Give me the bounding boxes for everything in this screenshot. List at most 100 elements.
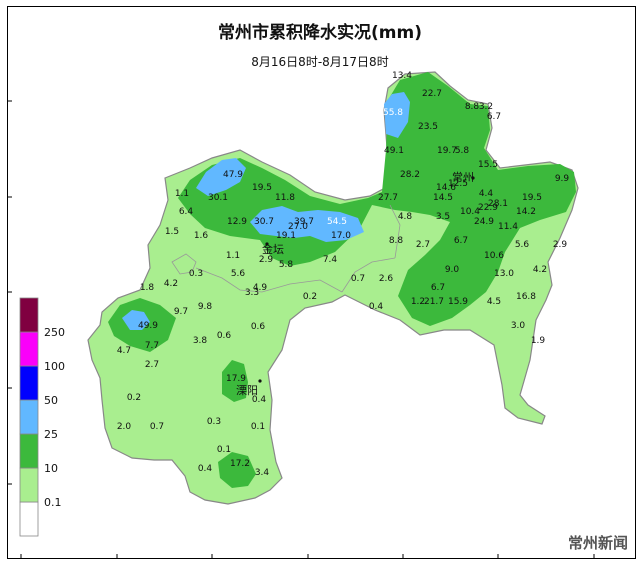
- station-value: 5.6: [515, 240, 530, 250]
- station-value: 23.5: [418, 122, 438, 132]
- station-value: 1.6: [194, 231, 209, 241]
- legend-swatch: [19, 331, 39, 367]
- station-value: 14.6: [436, 183, 456, 193]
- station-value: 1.8: [140, 283, 155, 293]
- station-values: 13.422.78.8 3.255.823.56.749.1 19.75.815.5…: [117, 71, 570, 478]
- station-value: 0.6: [251, 322, 266, 332]
- station-value: 14.2: [516, 207, 536, 217]
- station-value: 0.1: [217, 445, 231, 455]
- station-value: 30.1: [208, 193, 228, 203]
- station-value: 0.4: [252, 395, 267, 405]
- station-value: 19.1: [276, 231, 296, 241]
- station-value: 10.6: [484, 251, 504, 261]
- station-value: 24.9: [474, 217, 494, 227]
- station-value: 9.8: [198, 302, 213, 312]
- station-value: 13.4: [392, 71, 412, 81]
- station-value: 2.7: [145, 360, 159, 370]
- station-value: 7.4: [323, 255, 338, 265]
- city-dot: [258, 379, 262, 383]
- station-value: 19.5: [522, 193, 542, 203]
- station-value: 27.7: [378, 193, 398, 203]
- station-value: 6.4: [179, 207, 194, 217]
- legend: 0.1 10 25 50 100 250: [19, 297, 65, 537]
- station-value: 8.8: [465, 102, 480, 112]
- legend-label: 50: [44, 394, 58, 407]
- station-value: 0.2: [127, 393, 141, 403]
- legend-label: 100: [44, 360, 65, 373]
- legend-swatch: [19, 297, 39, 333]
- station-value: 3.4: [255, 468, 270, 478]
- station-value: 6.7: [431, 283, 445, 293]
- station-value: 11.8: [275, 193, 295, 203]
- station-value: 4.2: [533, 265, 547, 275]
- station-value: 49.1: [384, 146, 404, 156]
- station-value: 1.1: [175, 189, 189, 199]
- station-value: 28.1: [488, 199, 508, 209]
- station-value: 19.5: [252, 183, 272, 193]
- station-value: 2.6: [379, 274, 394, 284]
- station-value: 12.9: [227, 217, 247, 227]
- station-value: 3.2: [479, 102, 493, 112]
- station-value: 49.9: [138, 321, 158, 331]
- station-value: 15.5: [478, 160, 498, 170]
- station-value: 13.0: [494, 269, 514, 279]
- station-value: 2.7: [416, 240, 430, 250]
- legend-swatch: [19, 467, 39, 503]
- station-value: 4.5: [487, 297, 501, 307]
- station-value: 8.8: [389, 236, 404, 246]
- station-value: 12.5: [448, 179, 468, 189]
- region-light: [87, 71, 579, 505]
- station-value: 0.3: [189, 269, 203, 279]
- station-value: 39.7: [294, 217, 314, 227]
- station-value: 22.9: [478, 203, 498, 213]
- station-value: 47.9: [223, 170, 243, 180]
- station-value: 6.7: [487, 112, 501, 122]
- legend-label: 10: [44, 462, 58, 475]
- station-value: 14.5: [433, 193, 453, 203]
- legend-label: 25: [44, 428, 58, 441]
- region-heavy: [122, 92, 410, 330]
- station-value: 2.0: [117, 422, 132, 432]
- station-value: 1.1: [226, 251, 240, 261]
- district-lines: [171, 204, 401, 293]
- station-value: 10.4: [460, 207, 480, 217]
- station-value: 3.0: [511, 321, 526, 331]
- station-value: 9.9: [555, 174, 570, 184]
- legend-swatch: [19, 365, 39, 401]
- frame-ticks: [7, 100, 595, 559]
- station-value: 9.0: [445, 265, 460, 275]
- station-value: 0.3: [207, 417, 221, 427]
- station-value: 19.7: [437, 146, 457, 156]
- legend-swatch: [19, 501, 39, 537]
- station-value: 3.5: [436, 212, 450, 222]
- station-value: 21.7: [424, 297, 444, 307]
- city-dot: [471, 176, 475, 180]
- station-value: 54.5: [327, 217, 347, 227]
- station-value: 3.3: [245, 288, 259, 298]
- map-title: 常州市累积降水实况(mm): [218, 23, 422, 43]
- station-value: 0.7: [351, 274, 365, 284]
- legend-label: 0.1: [44, 496, 62, 509]
- station-value: 3.8: [193, 336, 208, 346]
- station-value: 0.4: [369, 302, 384, 312]
- station-value: 15.9: [448, 297, 468, 307]
- station-value: 0.2: [303, 292, 317, 302]
- map-subtitle: 8月16日8时-8月17日8时: [251, 55, 389, 69]
- station-value: 27.0: [288, 222, 308, 232]
- station-value: 0.6: [217, 331, 232, 341]
- legend-label: 250: [44, 326, 65, 339]
- station-value: 28.2: [400, 170, 420, 180]
- station-value: 0.7: [150, 422, 164, 432]
- station-value: 30.7: [254, 217, 274, 227]
- station-value: 4.8: [398, 212, 413, 222]
- station-value: 7.7: [145, 341, 159, 351]
- station-value: 5.8: [455, 146, 470, 156]
- station-value: 5.8: [279, 260, 294, 270]
- station-value: 2.9: [259, 255, 274, 265]
- station-value: 22.7: [422, 89, 442, 99]
- station-value: 11.4: [498, 222, 518, 232]
- city-label: 常州: [452, 171, 474, 184]
- legend-swatch: [19, 399, 39, 435]
